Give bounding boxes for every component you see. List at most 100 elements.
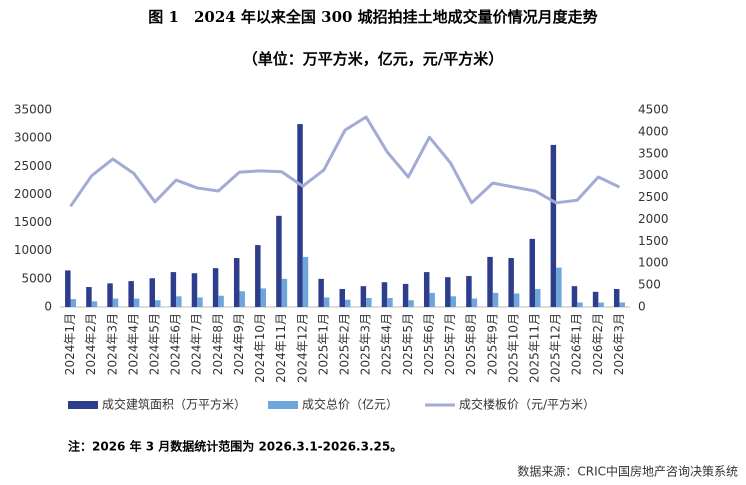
y-tick-label: 0 [44,300,52,314]
bar [402,283,409,307]
bar [613,288,620,307]
legend-label: 成交总价（亿元） [302,397,398,412]
y-tick-label: 15000 [14,215,52,229]
bar [387,297,393,307]
chart-title: 图 1 2024 年以来全国 300 城招拍挂土地成交量价情况月度走势 [148,8,597,26]
y2-tick-label: 4500 [638,103,669,117]
bar [487,256,493,307]
bar [318,278,324,307]
bar [302,256,309,307]
y2-tick-label: 1500 [638,234,669,248]
x-tick-label: 2024年8月 [211,313,225,375]
bar [255,245,261,307]
x-tick-label: 2024年11月 [274,313,288,383]
bar [339,288,345,307]
bar [91,301,98,307]
y-tick-label: 5000 [21,271,52,285]
y2-tick-label: 2000 [638,212,669,226]
bar [492,292,499,307]
bar [191,273,198,307]
x-tick-label: 2024年9月 [232,313,246,375]
x-tick-label: 2024年12月 [295,313,309,383]
source: 数据来源：CRIC中国房地产咨询决策系统 [517,464,738,479]
x-tick-label: 2025年3月 [359,313,373,375]
bar [466,276,472,307]
bar [429,292,435,307]
bar [239,291,245,307]
legend-swatch [268,401,298,409]
bar [170,272,177,307]
y-tick-label: 20000 [14,187,52,201]
bar [297,124,303,307]
bar [408,300,414,307]
legend-swatch [68,401,98,409]
x-tick-label: 2025年4月 [380,313,394,375]
bar [70,299,77,307]
bar [218,295,224,307]
bar [450,296,457,307]
bar [281,278,288,307]
x-tick-label: 2025年1月 [316,313,330,375]
x-tick-label: 2024年3月 [105,313,119,375]
bar [133,298,140,307]
bar [86,287,92,307]
y2-tick-label: 2500 [638,190,669,204]
x-tick-label: 2025年6月 [422,313,436,375]
bar [535,288,541,307]
y2-tick-label: 1000 [638,256,669,270]
x-tick-label: 2025年2月 [338,313,352,375]
bar [107,283,113,307]
y-tick-label: 10000 [14,243,52,257]
bar [260,288,267,307]
x-tick-label: 2025年11月 [528,313,542,383]
x-tick-label: 2025年7月 [443,313,457,375]
bar [592,291,599,307]
x-tick-label: 2026年1月 [570,313,584,375]
bar [381,282,388,307]
bar [360,286,367,307]
y2-tick-label: 4000 [638,124,669,138]
bar [577,302,583,307]
y2-tick-label: 3000 [638,168,669,182]
x-tick-label: 2025年8月 [464,313,478,375]
y-tick-label: 30000 [14,131,52,145]
bar [619,302,625,307]
x-tick-label: 2025年5月 [401,313,415,375]
y2-tick-label: 3500 [638,146,669,160]
bar [197,297,203,307]
bar [550,144,557,307]
bar [212,268,219,307]
x-tick-label: 2024年4月 [126,313,140,375]
bar [529,238,535,307]
legend-label: 成交楼板价（元/平方米） [459,397,595,412]
bar [112,298,119,307]
bar [155,300,161,307]
x-tick-label: 2024年5月 [148,313,162,375]
bar [445,277,451,307]
legend-label: 成交建筑面积（万平方米） [102,397,246,412]
y2-tick-label: 500 [638,278,661,292]
bar [423,272,430,307]
bar [513,293,520,307]
bar [65,270,71,307]
bar [276,215,282,307]
line [69,115,621,208]
y-tick-label: 25000 [14,159,52,173]
y2-tick-label: 0 [638,300,646,314]
bar [366,297,372,307]
bar [556,267,562,307]
bar [323,297,330,307]
x-tick-label: 2025年9月 [485,313,499,375]
x-tick-label: 2026年3月 [612,313,626,375]
chart-subtitle: （单位：万平方米，亿元，元/平方米） [243,50,503,68]
x-tick-label: 2024年2月 [84,313,98,375]
bar [471,298,478,307]
x-tick-label: 2024年1月 [63,313,77,375]
bar [233,258,240,307]
x-tick-label: 2025年12月 [549,313,563,383]
bar [149,278,155,307]
x-tick-label: 2025年10月 [506,313,520,383]
x-tick-label: 2026年2月 [591,313,605,375]
bar [508,258,514,307]
